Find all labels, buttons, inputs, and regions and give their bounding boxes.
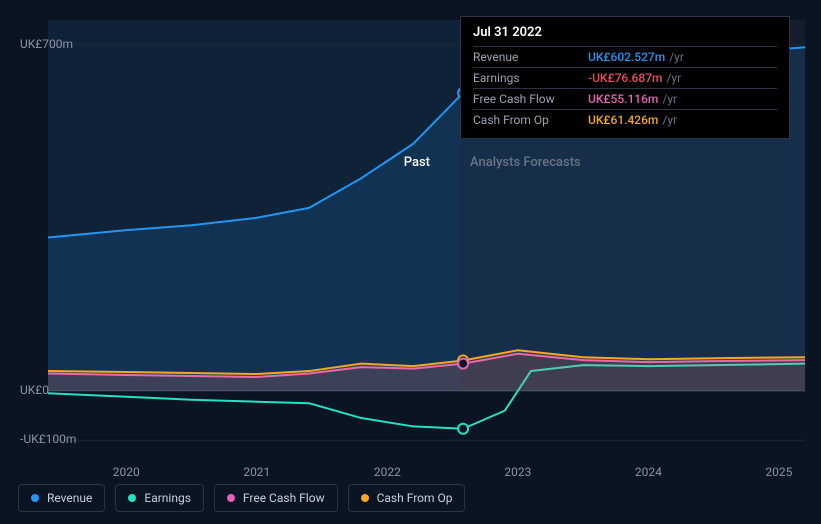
chart-legend: Revenue Earnings Free Cash Flow Cash From O… (18, 484, 465, 512)
y-tick-label: -UK£100m (20, 432, 76, 446)
tooltip-metric-value: -UK£76.687m (588, 71, 662, 85)
legend-label: Free Cash Flow (243, 491, 325, 505)
tooltip-metric-label: Revenue (473, 50, 588, 64)
legend-item-fcf[interactable]: Free Cash Flow (214, 484, 338, 512)
tooltip-date: Jul 31 2022 (473, 25, 777, 40)
tooltip-row: Cash From OpUK£61.426m/yr (473, 109, 777, 130)
legend-item-cfo[interactable]: Cash From Op (348, 484, 466, 512)
x-tick-label: 2021 (243, 465, 270, 479)
tooltip-metric-value: UK£61.426m (588, 113, 658, 127)
legend-dot-icon (128, 494, 136, 502)
financial-chart: Past Analysts Forecasts UK£700m UK£0 -UK£1… (0, 0, 821, 524)
y-tick-label: UK£700m (20, 37, 73, 51)
legend-item-earnings[interactable]: Earnings (115, 484, 204, 512)
tooltip-row: RevenueUK£602.527m/yr (473, 46, 777, 67)
legend-dot-icon (31, 494, 39, 502)
x-tick-label: 2025 (765, 465, 792, 479)
legend-dot-icon (361, 494, 369, 502)
x-tick-label: 2024 (635, 465, 662, 479)
forecast-section-label: Analysts Forecasts (470, 155, 581, 170)
x-tick-label: 2020 (113, 465, 140, 479)
x-tick-label: 2022 (374, 465, 401, 479)
tooltip-suffix: /yr (666, 71, 681, 85)
x-tick-label: 2023 (504, 465, 531, 479)
tooltip-suffix: /yr (669, 50, 684, 64)
tooltip-suffix: /yr (662, 92, 677, 106)
tooltip-suffix: /yr (662, 113, 677, 127)
legend-label: Cash From Op (377, 491, 453, 505)
chart-tooltip: Jul 31 2022 RevenueUK£602.527m/yrEarning… (460, 16, 790, 139)
tooltip-metric-value: UK£602.527m (588, 50, 665, 64)
legend-item-revenue[interactable]: Revenue (18, 484, 105, 512)
tooltip-metric-label: Cash From Op (473, 113, 588, 127)
past-section-label: Past (404, 155, 430, 170)
tooltip-row: Free Cash FlowUK£55.116m/yr (473, 88, 777, 109)
tooltip-metric-value: UK£55.116m (588, 92, 658, 106)
legend-label: Revenue (47, 491, 92, 505)
legend-label: Earnings (144, 491, 191, 505)
tooltip-metric-label: Earnings (473, 71, 588, 85)
tooltip-metric-label: Free Cash Flow (473, 92, 588, 106)
legend-dot-icon (227, 494, 235, 502)
tooltip-row: Earnings-UK£76.687m/yr (473, 67, 777, 88)
y-tick-label: UK£0 (20, 383, 49, 397)
